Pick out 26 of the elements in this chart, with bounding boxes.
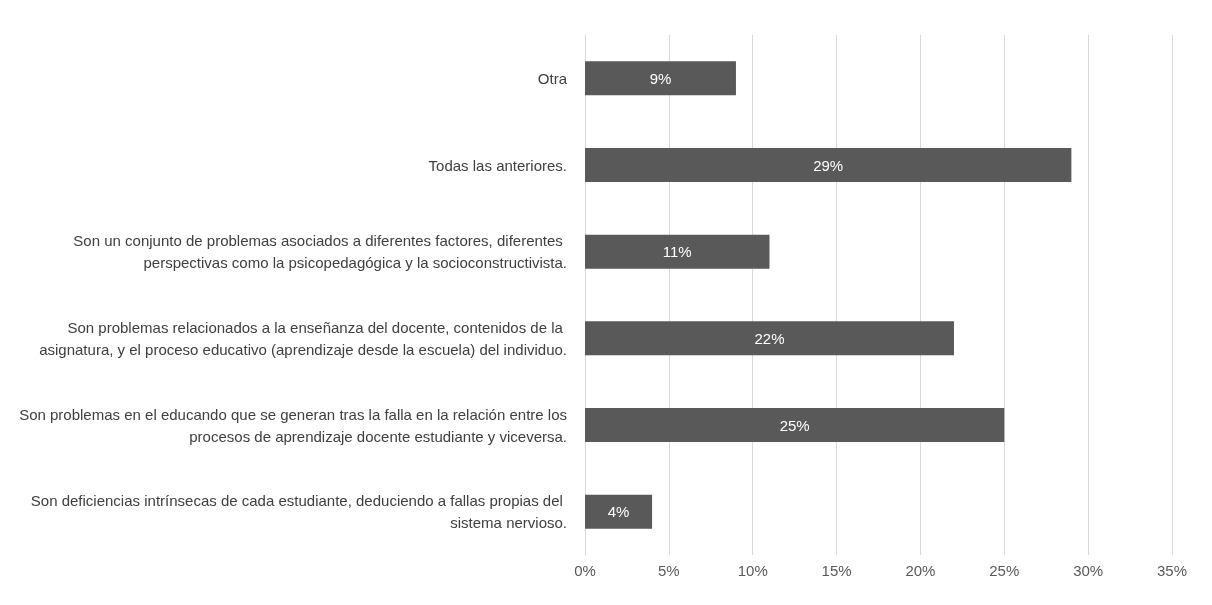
x-tick-label: 10% (737, 562, 768, 579)
bar (585, 321, 954, 356)
data-label: 29% (813, 156, 844, 174)
bar (585, 494, 653, 529)
y-tick-label: Son problemas en el educando que se generan tras la falla en la relación entre los procesos de aprendizaje docente estudiante y viceversa. (19, 405, 567, 445)
x-tick-label: 15% (821, 562, 852, 579)
data-label: 22% (754, 329, 785, 347)
x-tick-label: 5% (658, 562, 680, 579)
bar (585, 408, 1005, 442)
bar (585, 148, 1072, 182)
data-label: 4% (607, 503, 630, 521)
x-tick-label: 35% (1156, 562, 1188, 579)
bar (585, 61, 736, 96)
data-label: 25% (779, 416, 810, 434)
x-tick-label: 20% (905, 562, 936, 579)
data-label: 11% (662, 243, 692, 261)
y-tick-label: Todas las anteriores. (428, 156, 567, 174)
bar (585, 234, 770, 269)
x-tick-label: 30% (1073, 562, 1104, 579)
y-tick-label: Otra (537, 69, 568, 87)
y-tick-label: Son deficiencias intrínsecas de cada estudiante, deduciendo a fallas propias del sistema nervioso. (30, 492, 567, 532)
data-label: 9% (649, 69, 672, 87)
y-tick-label: Son problemas relacionados a la enseñanza del docente, contenidos de la asignatura, y el proceso educativo (aprendizaje desde la escuela) del individuo. (39, 318, 567, 358)
y-tick-label: Son un conjunto de problemas asociados a diferentes factores, diferentes perspectivas como la psicopedagógica y la socioconstructivista. (73, 232, 567, 272)
x-tick-label: 25% (989, 562, 1020, 579)
x-tick-label: 0% (574, 562, 596, 579)
